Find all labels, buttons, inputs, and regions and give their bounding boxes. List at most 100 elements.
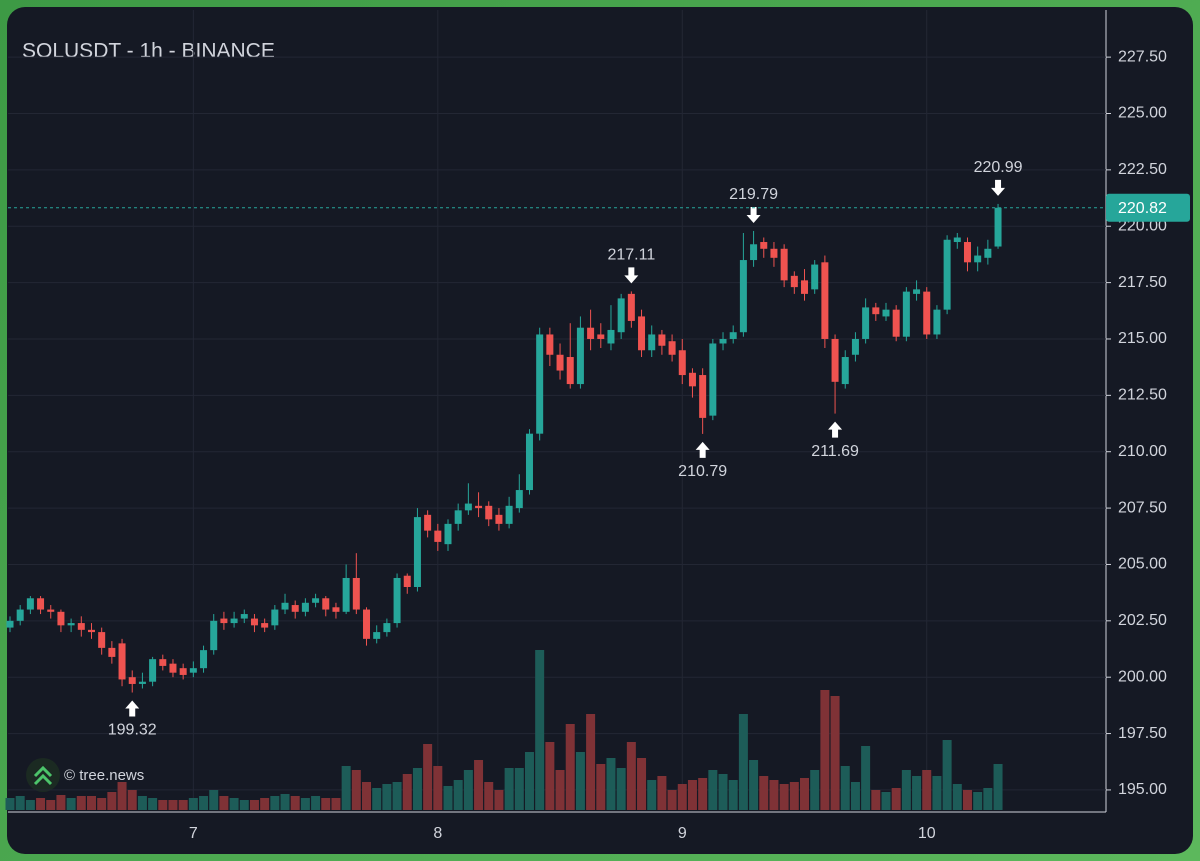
annotation-arrow — [125, 700, 140, 717]
candle-body — [821, 262, 829, 339]
volume-bar — [423, 744, 433, 810]
volume-bar — [698, 778, 708, 810]
candle-body — [403, 575, 411, 588]
candle-body — [872, 307, 880, 315]
volume-bar — [107, 792, 117, 810]
candle-body — [383, 623, 391, 633]
candle-body — [424, 514, 432, 531]
candle-body — [37, 598, 45, 610]
annotation-arrow — [746, 206, 761, 223]
chart-title: SOLUSDT - 1h - BINANCE — [22, 40, 275, 63]
candle-body — [892, 309, 900, 337]
y-tick-label: 205.00 — [1118, 556, 1167, 573]
candle-body — [902, 291, 910, 337]
volume-bar — [351, 770, 361, 810]
volume-bar — [545, 742, 555, 810]
annotation-label: 219.79 — [729, 186, 778, 203]
x-tick-label: 9 — [678, 825, 687, 842]
candle-body — [862, 307, 870, 339]
candle-body — [770, 248, 778, 258]
volume-bar — [647, 780, 657, 810]
volume-bar — [66, 798, 76, 810]
candle-body — [179, 668, 187, 675]
candle-body — [393, 577, 401, 624]
volume-bar — [575, 752, 585, 810]
volume-bar — [586, 714, 596, 810]
volume-bar — [280, 794, 290, 810]
candle-body — [47, 609, 55, 612]
volume-bar — [270, 796, 280, 810]
candle-body — [434, 530, 442, 542]
candle-body — [963, 242, 971, 263]
candle-body — [627, 293, 635, 321]
volume-bar — [749, 760, 759, 810]
logo-chevrons — [33, 765, 53, 786]
candle-body — [801, 280, 809, 294]
volume-bar — [158, 800, 168, 810]
candle-body — [108, 647, 116, 657]
volume-bar — [443, 786, 453, 810]
candle-body — [6, 620, 14, 628]
candle-body — [485, 505, 493, 520]
candle-body — [26, 598, 34, 610]
candle-body — [913, 289, 921, 294]
candle-body — [261, 623, 269, 628]
volume-bar — [474, 760, 484, 810]
volume-bar — [402, 774, 412, 810]
volume-bar — [912, 776, 922, 810]
candle-body — [709, 343, 717, 416]
volume-bar — [606, 758, 616, 810]
volume-bar — [952, 784, 962, 810]
volume-bar — [524, 752, 534, 810]
candle-body — [67, 623, 75, 626]
candle-body — [220, 618, 228, 624]
candle-body — [811, 264, 819, 290]
last-price-box — [1106, 193, 1190, 222]
volume-bar — [321, 798, 331, 810]
candle-body — [739, 260, 747, 333]
candle-body — [210, 620, 218, 651]
volume-bar — [229, 798, 239, 810]
volume-bar — [331, 798, 341, 810]
volume-bar — [962, 790, 972, 810]
volume-bar — [199, 796, 209, 810]
y-tick-label: 200.00 — [1118, 668, 1167, 685]
candle-body — [475, 505, 483, 509]
candle-body — [301, 602, 309, 612]
annotation-label: 199.32 — [108, 722, 157, 739]
candle-body — [780, 248, 788, 281]
volume-bar — [15, 796, 25, 810]
y-tick-label: 207.50 — [1118, 499, 1167, 516]
candle-body — [505, 505, 513, 524]
candle-body — [250, 618, 258, 626]
x-tick-label: 7 — [189, 825, 198, 842]
candle-body — [373, 632, 381, 639]
candle-body — [933, 309, 941, 335]
volume-bar — [56, 795, 66, 810]
candle-body — [281, 602, 289, 610]
candle-body — [312, 598, 320, 603]
annotation-arrow — [624, 267, 639, 284]
candle-body — [923, 291, 931, 335]
volume-bar — [922, 770, 932, 810]
candle-body — [750, 244, 758, 261]
y-tick-label: 210.00 — [1118, 443, 1167, 460]
candle-body — [953, 237, 961, 243]
volume-bar — [290, 796, 300, 810]
volume-bar — [891, 788, 901, 810]
y-tick-label: 202.50 — [1118, 612, 1167, 629]
volume-bar — [372, 788, 382, 810]
candle-body — [556, 354, 564, 371]
volume-bar — [779, 784, 789, 810]
candle-body — [118, 643, 126, 680]
volume-bar — [148, 798, 158, 810]
candle-body — [607, 329, 615, 344]
volume-bar — [86, 796, 96, 810]
candle-body — [943, 239, 951, 310]
candle-body — [536, 334, 544, 434]
candle-body — [658, 334, 666, 346]
volume-bar — [565, 724, 575, 810]
volume-bar — [942, 740, 952, 810]
candle-body — [352, 577, 360, 610]
